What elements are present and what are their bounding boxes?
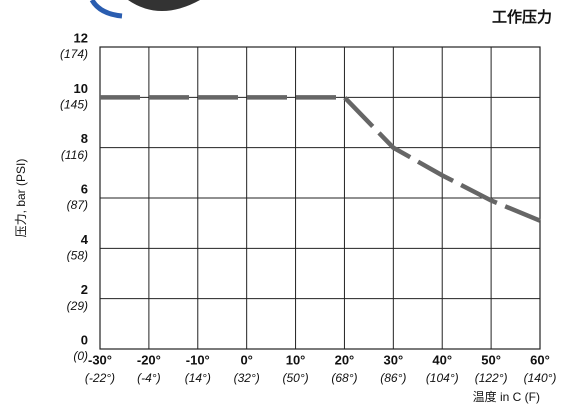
y-tick-label: 8 <box>81 131 88 146</box>
chart-title: 工作压力 <box>492 8 552 26</box>
y-tick-label: 12 <box>74 30 88 45</box>
x-tick-label: 60° <box>530 352 550 367</box>
y2-tick-label: (145) <box>60 98 88 112</box>
y-tick-label: 2 <box>81 282 88 297</box>
x2-tick-label: (104°) <box>426 371 459 385</box>
x2-tick-label: (68°) <box>331 371 357 385</box>
x2-tick-label: (32°) <box>234 371 260 385</box>
x2-tick-label: (50°) <box>282 371 308 385</box>
x-tick-label: 10° <box>286 352 306 367</box>
x-tick-label: -10° <box>186 352 210 367</box>
y-tick-label: 6 <box>81 181 88 196</box>
x-tick-label: 0° <box>240 352 252 367</box>
decoration <box>89 0 123 19</box>
y-tick-label: 4 <box>81 232 89 247</box>
y-axis-label: 压力, bar (PSI) <box>14 159 28 238</box>
plot-border <box>99 46 541 350</box>
y2-tick-label: (29) <box>67 299 88 313</box>
x2-tick-label: (86°) <box>380 371 406 385</box>
y2-tick-label: (58) <box>67 249 88 263</box>
x-tick-label: 20° <box>335 352 355 367</box>
line <box>100 95 541 223</box>
x2-tick-label: (-22°) <box>85 371 115 385</box>
decoration <box>128 0 200 11</box>
y2-tick-label: (174) <box>60 47 88 61</box>
x-tick-label: -30° <box>88 352 112 367</box>
x2-tick-label: (14°) <box>185 371 211 385</box>
y2-tick-label: (87) <box>67 198 88 212</box>
x-axis-label: 温度 in C (F) <box>473 389 540 404</box>
y2-tick-label: (116) <box>61 148 88 162</box>
x-tick-label: 50° <box>481 352 501 367</box>
y2-tick-label: (0) <box>73 349 88 363</box>
y-tick-label: 10 <box>74 81 88 96</box>
x2-tick-label: (140°) <box>524 371 557 385</box>
x2-tick-label: (-4°) <box>137 371 160 385</box>
y-tick-label: 0 <box>81 332 88 347</box>
x-tick-label: -20° <box>137 352 161 367</box>
x2-tick-label: (122°) <box>475 371 508 385</box>
x-tick-label: 30° <box>383 352 403 367</box>
x-tick-label: 40° <box>432 352 452 367</box>
